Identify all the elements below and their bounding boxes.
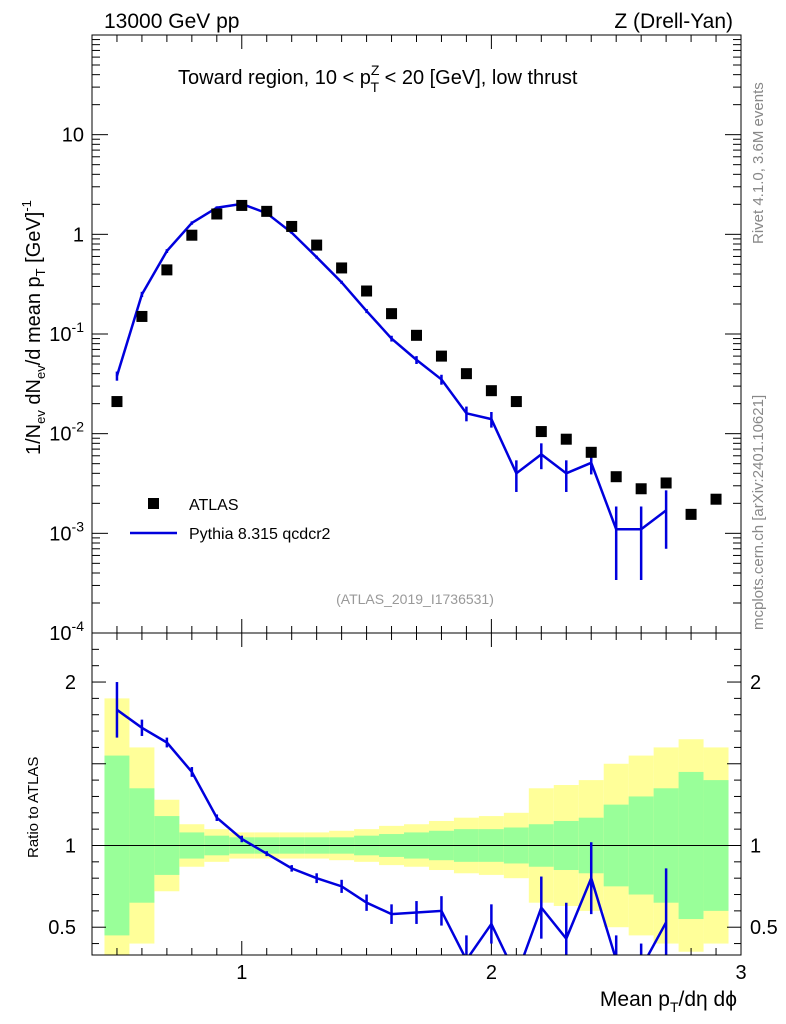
atlas-point [211, 208, 223, 220]
atlas-point [311, 239, 323, 251]
atlas-point [236, 199, 248, 211]
atlas-point [161, 264, 173, 276]
y-tick-label: 10-3 [49, 518, 84, 545]
atlas-point [435, 350, 447, 362]
main-series-layer [111, 199, 722, 581]
y-tick-label: 10 [62, 125, 84, 147]
x-tick-label: 3 [735, 962, 746, 984]
legend-label-pythia: Pythia 8.315 qcdcr2 [189, 526, 331, 543]
chart-title: Toward region, 10 < pZ T < 20 [GeV], low … [178, 62, 578, 95]
y-tick-label: 10-2 [49, 419, 84, 446]
analysis-label: (ATLAS_2019_I1736531) [336, 591, 494, 607]
atlas-point [685, 508, 697, 520]
x-axis-label: Mean pT/dη dϕ [600, 988, 737, 1015]
y-axis-label: 1/Nev dNev/d mean pT [GeV]-1 [19, 200, 48, 455]
y-tick-label: 1 [73, 224, 84, 246]
main-axis-ticks: 10-4 10-3 10-2 10-1 1 10 [49, 34, 742, 645]
ratio-y-tick-label-left: 1 [65, 835, 76, 857]
ratio-y-tick-label-left: 2 [65, 672, 76, 694]
legend: ATLAS Pythia 8.315 qcdcr2 [130, 497, 331, 543]
x-tick-label: 1 [236, 962, 247, 984]
main-plot-panel: 10-4 10-3 10-2 10-1 1 10 [49, 34, 742, 645]
atlas-point [111, 396, 123, 408]
ratio-y-tick-label-left: 0.5 [48, 917, 76, 939]
y-tick-label: 10-4 [49, 618, 84, 645]
atlas-point [136, 310, 148, 322]
atlas-point [361, 285, 373, 297]
atlas-point [710, 493, 722, 505]
ratio-y-tick-label-right: 0.5 [750, 917, 778, 939]
header-left: 13000 GeV pp [104, 10, 239, 33]
side-text-rivet: Rivet 4.1.0, 3.6M events [750, 82, 767, 244]
atlas-point [485, 385, 497, 397]
atlas-point [610, 471, 622, 483]
header-right: Z (Drell-Yan) [614, 10, 733, 33]
pythia-line [115, 202, 667, 531]
legend-marker-atlas [148, 498, 159, 509]
atlas-point [560, 433, 572, 445]
atlas-point [660, 477, 672, 489]
ratio-y-axis-label: Ratio to ATLAS [25, 757, 42, 858]
atlas-point [460, 368, 472, 380]
ratio-y-tick-label-right: 2 [750, 672, 761, 694]
ratio-frame [91, 632, 742, 956]
atlas-point [411, 329, 422, 341]
x-tick-label: 2 [486, 962, 497, 984]
side-text-mcplots: mcplots.cern.ch [arXiv:2401.10621] [750, 395, 767, 630]
atlas-point [535, 426, 547, 438]
atlas-point [386, 308, 398, 320]
atlas-point [336, 262, 348, 274]
ratio-uncertainty-bands [92, 698, 741, 955]
ratio-series-layer [115, 682, 668, 955]
y-tick-label: 10-1 [49, 319, 84, 346]
atlas-point [261, 205, 273, 217]
ratio-plot-panel: 1 2 3 0.5 0.5 1 1 2 2 [48, 632, 778, 984]
legend-label-atlas: ATLAS [189, 497, 239, 514]
atlas-point [585, 446, 597, 458]
atlas-point [286, 220, 298, 232]
atlas-point [510, 396, 522, 408]
ratio-y-tick-label-right: 1 [750, 835, 761, 857]
atlas-point [186, 229, 198, 241]
ratio-axis-ticks: 1 2 3 0.5 0.5 1 1 2 2 [48, 633, 778, 984]
atlas-point [635, 483, 647, 495]
